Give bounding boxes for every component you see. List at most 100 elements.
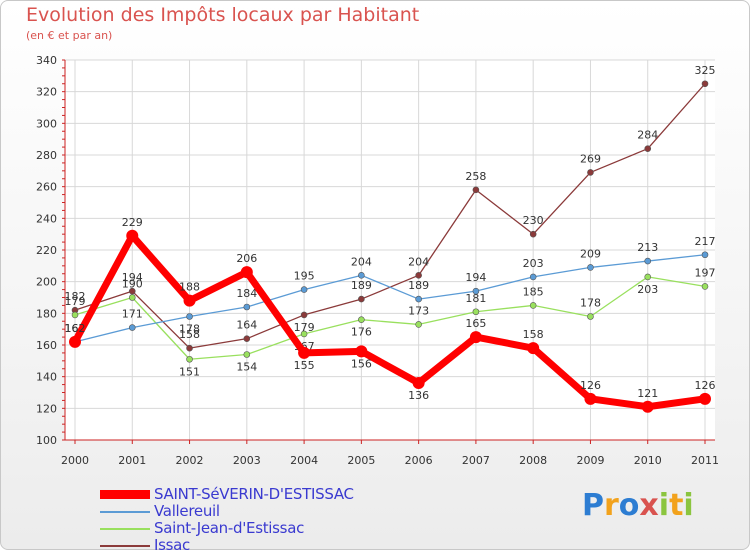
data-point-1 — [300, 286, 308, 293]
data-label-1: 171 — [122, 308, 143, 321]
data-label-2: 151 — [179, 365, 200, 378]
data-point-0 — [183, 294, 196, 307]
x-tick-label: 2005 — [347, 454, 375, 467]
data-label-1: 209 — [580, 247, 601, 260]
logo-letter: x — [639, 488, 659, 523]
data-point-0 — [699, 392, 711, 405]
legend-label: Saint-Jean-d'Estissac — [154, 519, 305, 537]
data-label-3: 284 — [637, 129, 658, 142]
x-tick-label: 2006 — [405, 454, 433, 467]
y-tick-label: 220 — [36, 244, 57, 257]
data-point-1 — [243, 303, 251, 311]
proxiti-logo: Proxiti — [582, 488, 694, 523]
data-point-1 — [587, 264, 594, 271]
logo-letter: r — [604, 488, 619, 523]
data-point-2 — [415, 321, 422, 328]
data-point-2 — [644, 273, 652, 281]
data-label-3: 325 — [695, 64, 716, 77]
data-point-0 — [69, 335, 81, 348]
data-label-1: 195 — [294, 270, 315, 283]
data-point-3 — [529, 230, 537, 238]
data-label-3: 269 — [580, 152, 601, 165]
data-label-0: 156 — [351, 357, 372, 370]
y-tick-label: 240 — [36, 212, 57, 225]
data-label-3: 158 — [179, 328, 200, 341]
logo-letter: o — [618, 488, 640, 523]
data-label-3: 230 — [523, 214, 544, 227]
data-point-2 — [529, 302, 537, 309]
x-tick-label: 2003 — [233, 454, 261, 467]
data-point-0 — [355, 345, 368, 358]
data-label-0: 162 — [65, 322, 86, 335]
data-point-0 — [584, 392, 597, 405]
y-tick-label: 160 — [36, 339, 57, 352]
data-point-1 — [644, 257, 652, 265]
y-tick-label: 200 — [36, 276, 57, 289]
data-label-3: 194 — [122, 271, 143, 284]
data-point-3 — [128, 287, 136, 295]
data-point-2 — [587, 313, 594, 320]
data-label-2: 185 — [523, 285, 544, 298]
legend-swatch — [100, 511, 150, 513]
chart-subtitle: (en € et par an) — [26, 29, 113, 42]
data-point-3 — [300, 311, 308, 319]
data-label-2: 176 — [351, 326, 372, 339]
data-point-1 — [358, 272, 365, 279]
legend-swatch — [100, 528, 150, 530]
data-point-1 — [529, 273, 537, 281]
y-tick-label: 120 — [36, 402, 57, 415]
data-label-3: 204 — [408, 255, 429, 268]
data-point-3 — [186, 344, 193, 352]
y-tick-label: 100 — [36, 434, 57, 447]
data-point-3 — [587, 169, 594, 176]
data-label-3: 182 — [65, 290, 86, 303]
data-point-2 — [186, 355, 193, 363]
data-point-2 — [128, 294, 136, 301]
data-point-1 — [128, 324, 136, 331]
data-point-0 — [126, 229, 139, 242]
chart-title: Evolution des Impôts locaux par Habitant — [26, 4, 420, 26]
data-point-1 — [415, 295, 422, 303]
y-tick-label: 180 — [36, 307, 57, 320]
data-point-3 — [358, 295, 365, 303]
logo-letter: i — [683, 488, 694, 523]
legend-label: Vallereuil — [154, 502, 220, 520]
data-label-1: 213 — [637, 241, 658, 254]
data-label-2: 173 — [408, 304, 429, 317]
legend-label: SAINT-SéVERIN-D'ESTISSAC — [154, 485, 354, 503]
data-point-2 — [472, 308, 480, 316]
legend-swatch — [100, 490, 150, 499]
line-chart: 100 120 140 160 180 200 220 240 260 280 300 320 340 2… — [36, 54, 719, 467]
legend-label: Issac — [154, 536, 190, 554]
x-tick-label: 2008 — [519, 454, 547, 467]
data-point-0 — [240, 266, 253, 279]
data-point-2 — [358, 316, 365, 323]
data-point-1 — [701, 251, 709, 259]
data-label-0: 126 — [580, 379, 601, 392]
data-label-0: 206 — [236, 252, 257, 265]
data-label-1: 203 — [523, 257, 544, 270]
logo-letter: P — [582, 488, 604, 523]
x-tick-label: 2000 — [61, 454, 89, 467]
x-tick-label: 2004 — [290, 454, 318, 467]
data-label-2: 154 — [236, 361, 257, 374]
data-point-3 — [243, 335, 251, 342]
data-point-0 — [298, 346, 311, 359]
data-point-2 — [701, 283, 709, 290]
data-point-2 — [71, 311, 79, 319]
data-point-1 — [472, 287, 480, 295]
data-label-0: 188 — [179, 281, 200, 294]
data-label-3: 179 — [294, 321, 315, 334]
data-label-0: 126 — [695, 379, 716, 392]
data-label-2: 197 — [695, 266, 716, 279]
data-label-0: 165 — [465, 317, 486, 330]
data-point-2 — [300, 330, 308, 338]
data-point-3 — [415, 272, 422, 279]
data-label-2: 181 — [465, 292, 486, 305]
y-tick-label: 140 — [36, 371, 57, 384]
y-tick-label: 300 — [36, 117, 57, 130]
data-label-0: 229 — [122, 216, 143, 229]
x-tick-label: 2011 — [691, 454, 719, 467]
data-label-3: 164 — [236, 319, 257, 332]
y-tick-label: 280 — [36, 149, 57, 162]
